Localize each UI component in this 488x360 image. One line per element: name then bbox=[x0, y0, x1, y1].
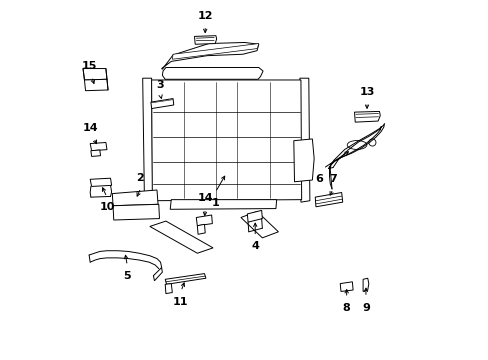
Polygon shape bbox=[165, 274, 205, 284]
Text: 1: 1 bbox=[211, 198, 219, 208]
Circle shape bbox=[295, 161, 307, 172]
Polygon shape bbox=[142, 78, 152, 203]
Circle shape bbox=[182, 98, 200, 116]
Polygon shape bbox=[112, 190, 158, 206]
Polygon shape bbox=[299, 78, 309, 202]
Circle shape bbox=[246, 117, 264, 135]
Polygon shape bbox=[315, 193, 342, 207]
Circle shape bbox=[281, 131, 293, 144]
Circle shape bbox=[115, 208, 122, 216]
Circle shape bbox=[218, 92, 234, 108]
Polygon shape bbox=[162, 42, 258, 69]
Polygon shape bbox=[196, 215, 212, 226]
Circle shape bbox=[247, 144, 263, 159]
Text: 8: 8 bbox=[342, 303, 350, 313]
Polygon shape bbox=[293, 139, 313, 182]
Text: 10: 10 bbox=[99, 202, 114, 212]
Circle shape bbox=[216, 148, 230, 162]
Circle shape bbox=[124, 208, 131, 216]
Text: 9: 9 bbox=[361, 302, 369, 312]
Polygon shape bbox=[90, 143, 107, 151]
Text: 5: 5 bbox=[123, 271, 131, 281]
Circle shape bbox=[300, 153, 311, 164]
Polygon shape bbox=[197, 224, 205, 234]
Polygon shape bbox=[153, 267, 162, 281]
Polygon shape bbox=[91, 150, 101, 157]
Text: 12: 12 bbox=[197, 11, 212, 21]
Circle shape bbox=[124, 194, 131, 201]
Text: 11: 11 bbox=[173, 297, 188, 307]
Circle shape bbox=[143, 194, 150, 201]
Polygon shape bbox=[149, 221, 213, 253]
Text: 15: 15 bbox=[81, 62, 97, 71]
Polygon shape bbox=[113, 204, 159, 220]
Polygon shape bbox=[172, 44, 258, 59]
Polygon shape bbox=[151, 99, 173, 109]
Circle shape bbox=[134, 208, 141, 216]
Circle shape bbox=[368, 139, 375, 146]
Circle shape bbox=[134, 194, 141, 201]
Polygon shape bbox=[165, 284, 172, 294]
Circle shape bbox=[294, 143, 307, 156]
Circle shape bbox=[216, 119, 237, 141]
Circle shape bbox=[334, 197, 340, 203]
Polygon shape bbox=[83, 68, 107, 80]
Polygon shape bbox=[340, 282, 352, 292]
Polygon shape bbox=[84, 79, 108, 91]
Text: 14: 14 bbox=[197, 193, 213, 203]
Circle shape bbox=[280, 109, 294, 123]
Polygon shape bbox=[247, 210, 262, 222]
Circle shape bbox=[183, 144, 198, 159]
Circle shape bbox=[163, 120, 176, 133]
Text: 6: 6 bbox=[315, 174, 323, 184]
Ellipse shape bbox=[346, 140, 366, 149]
Circle shape bbox=[253, 98, 271, 116]
Text: 4: 4 bbox=[251, 242, 259, 251]
Circle shape bbox=[143, 208, 150, 216]
Text: 2: 2 bbox=[136, 173, 144, 183]
Polygon shape bbox=[363, 278, 368, 292]
Circle shape bbox=[279, 156, 291, 168]
Polygon shape bbox=[90, 178, 111, 186]
Text: 7: 7 bbox=[328, 174, 336, 184]
Text: 13: 13 bbox=[359, 87, 374, 97]
Polygon shape bbox=[194, 36, 216, 44]
Text: 14: 14 bbox=[82, 123, 98, 133]
Polygon shape bbox=[170, 200, 276, 209]
Polygon shape bbox=[241, 211, 278, 238]
Polygon shape bbox=[354, 111, 380, 122]
Circle shape bbox=[163, 145, 176, 158]
Text: 3: 3 bbox=[157, 80, 164, 90]
Circle shape bbox=[115, 194, 122, 201]
Polygon shape bbox=[151, 80, 301, 201]
Polygon shape bbox=[162, 67, 263, 79]
